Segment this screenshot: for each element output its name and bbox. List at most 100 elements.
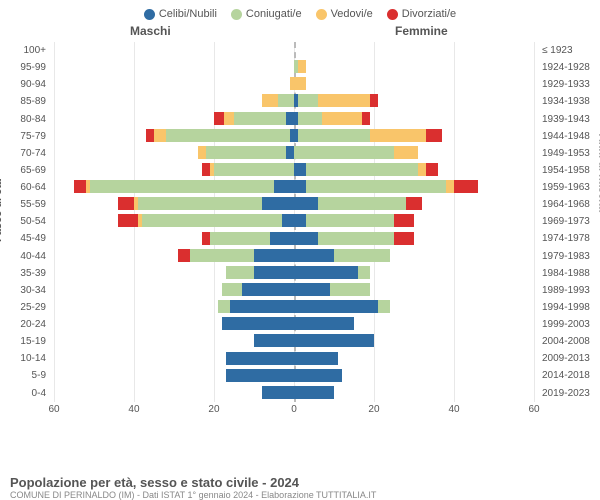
plot-area [54, 42, 534, 402]
seg-single [222, 317, 294, 330]
bar-row [54, 128, 534, 143]
seg-married [214, 163, 294, 176]
legend-label: Vedovi/e [331, 8, 373, 20]
bar-female [294, 283, 370, 296]
birth-label: 1984-1988 [538, 265, 600, 282]
age-label: 70-74 [0, 145, 50, 162]
legend-swatch [144, 9, 155, 20]
bar-female [294, 232, 414, 245]
birth-label: 1959-1963 [538, 179, 600, 196]
x-tick: 40 [448, 404, 459, 415]
bar-male [226, 352, 294, 365]
bar-female [294, 317, 354, 330]
bar-female [294, 94, 378, 107]
bar-female [294, 249, 390, 262]
birth-label: 1934-1938 [538, 93, 600, 110]
bar-female [294, 386, 334, 399]
birth-label: 1969-1973 [538, 213, 600, 230]
age-label: 65-69 [0, 162, 50, 179]
legend-item: Vedovi/e [316, 8, 373, 20]
seg-divorced [214, 112, 224, 125]
seg-divorced [394, 232, 414, 245]
birth-label: 2014-2018 [538, 367, 600, 384]
seg-single [254, 334, 294, 347]
seg-single [294, 232, 318, 245]
seg-single [286, 112, 294, 125]
bar-row [54, 93, 534, 108]
bar-row [54, 59, 534, 74]
birth-label: 2019-2023 [538, 385, 600, 402]
seg-widowed [224, 112, 234, 125]
legend-swatch [387, 9, 398, 20]
bar-male [178, 249, 294, 262]
bar-female [294, 60, 306, 73]
bar-row [54, 265, 534, 280]
birth-label: 1964-1968 [538, 196, 600, 213]
seg-married [330, 283, 370, 296]
bar-male [226, 369, 294, 382]
x-tick: 0 [291, 404, 297, 415]
bar-row [54, 282, 534, 297]
seg-divorced [202, 163, 210, 176]
birth-label: 1929-1933 [538, 76, 600, 93]
seg-single [294, 334, 374, 347]
legend-label: Divorziati/e [402, 8, 456, 20]
seg-single [270, 232, 294, 245]
x-tick: 20 [368, 404, 379, 415]
header-male: Maschi [130, 24, 171, 38]
chart-subtitle: COMUNE DI PERINALDO (IM) - Dati ISTAT 1°… [10, 490, 590, 500]
seg-single [294, 369, 342, 382]
y-axis-age: 100+95-9990-9485-8980-8475-7970-7465-696… [0, 42, 50, 402]
birth-label: 1944-1948 [538, 128, 600, 145]
bar-male [146, 129, 294, 142]
bar-row [54, 111, 534, 126]
seg-married [210, 232, 270, 245]
age-label: 60-64 [0, 179, 50, 196]
bar-male [198, 146, 294, 159]
bar-row [54, 42, 534, 57]
age-label: 80-84 [0, 111, 50, 128]
bar-female [294, 369, 342, 382]
seg-single [294, 352, 338, 365]
seg-married [138, 197, 262, 210]
seg-divorced [370, 94, 378, 107]
age-label: 0-4 [0, 385, 50, 402]
seg-divorced [426, 163, 438, 176]
bar-male [118, 197, 294, 210]
legend-label: Coniugati/e [246, 8, 302, 20]
bar-row [54, 196, 534, 211]
seg-married [90, 180, 274, 193]
age-label: 75-79 [0, 128, 50, 145]
seg-divorced [362, 112, 370, 125]
legend-item: Divorziati/e [387, 8, 456, 20]
y-axis-birth: ≤ 19231924-19281929-19331934-19381939-19… [538, 42, 600, 402]
bar-female [294, 163, 438, 176]
bar-male [222, 317, 294, 330]
bar-female [294, 180, 478, 193]
seg-married [298, 129, 370, 142]
age-label: 25-29 [0, 299, 50, 316]
bar-row [54, 248, 534, 263]
seg-widowed [298, 60, 306, 73]
bar-row [54, 162, 534, 177]
seg-married [142, 214, 282, 227]
bar-male [222, 283, 294, 296]
birth-label: 1989-1993 [538, 282, 600, 299]
seg-married [378, 300, 390, 313]
seg-single [230, 300, 294, 313]
seg-married [226, 266, 254, 279]
bar-male [262, 386, 294, 399]
seg-divorced [146, 129, 154, 142]
seg-widowed [322, 112, 362, 125]
birth-label: 1939-1943 [538, 111, 600, 128]
bar-row [54, 351, 534, 366]
bar-male [214, 112, 294, 125]
legend-item: Coniugati/e [231, 8, 302, 20]
birth-label: 1974-1978 [538, 230, 600, 247]
seg-married [334, 249, 390, 262]
seg-single [294, 197, 318, 210]
seg-divorced [178, 249, 190, 262]
bar-male [202, 163, 294, 176]
bar-female [294, 300, 390, 313]
chart-title: Popolazione per età, sesso e stato civil… [10, 475, 590, 490]
